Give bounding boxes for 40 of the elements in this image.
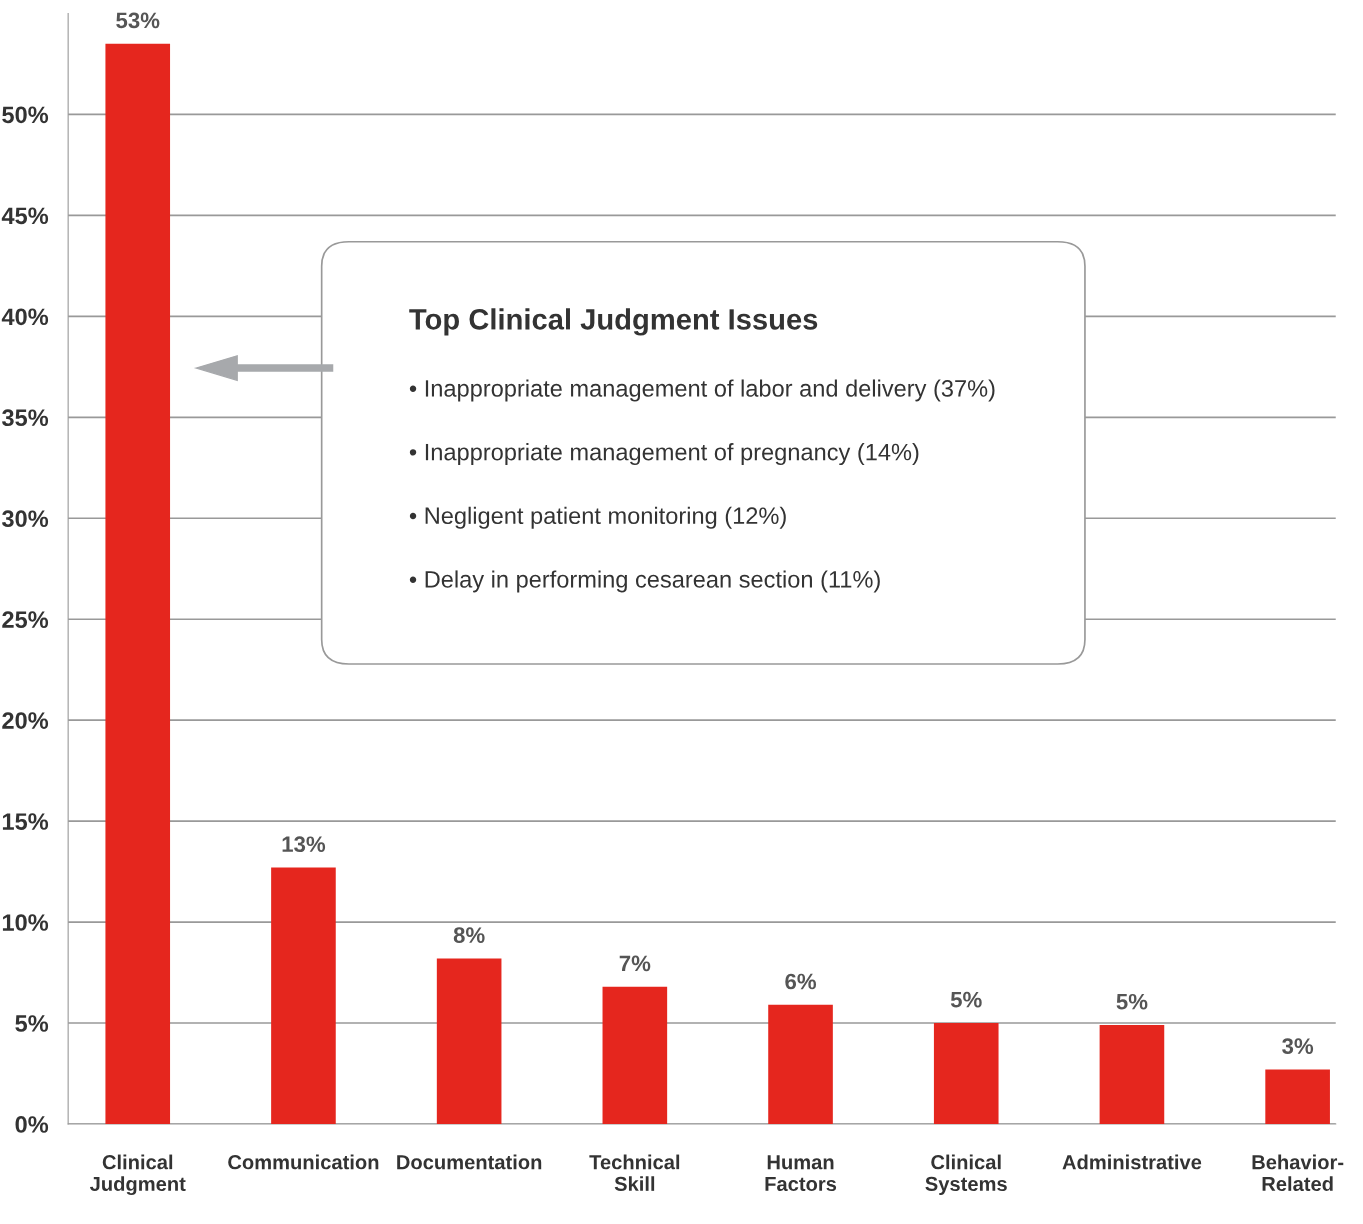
data-label: 5%: [950, 991, 982, 1008]
bar: [1265, 1069, 1330, 1124]
y-tick-label: 45%: [1, 207, 49, 225]
annotation: • Inappropriate management of labor and delivery (37%): [409, 379, 995, 402]
x-tick-label: Technical Skill: [589, 1154, 680, 1192]
y-tick-label: 20%: [2, 712, 49, 729]
annotation: Top Clinical Judgment Issues: [409, 308, 818, 336]
data-label: 8%: [453, 927, 485, 943]
bar: [105, 43, 171, 1124]
bar: [271, 867, 336, 1124]
data-label: 3%: [1282, 1038, 1314, 1055]
y-tick-label: 0%: [15, 1116, 49, 1133]
annotation: • Inappropriate management of pregnancy (14%): [409, 443, 919, 466]
y-tick-label: 15%: [2, 813, 49, 830]
x-tick-label: Communication: [228, 1154, 379, 1170]
y-tick-label: 5%: [15, 1015, 49, 1032]
x-tick-label: Documentation: [397, 1154, 542, 1170]
y-tick-label: 10%: [2, 914, 49, 931]
y-tick-label: 50%: [2, 106, 49, 124]
bar: [602, 986, 668, 1124]
data-label: 7%: [619, 955, 651, 972]
y-tick-label: 40%: [1, 308, 49, 326]
bar: [436, 958, 502, 1124]
bar: [933, 1023, 999, 1124]
x-tick-label: Clinical Systems: [925, 1154, 1007, 1196]
y-tick-label: 35%: [1, 409, 49, 427]
data-label: 53%: [116, 12, 160, 29]
bar: [768, 1004, 833, 1124]
bar: [1099, 1025, 1165, 1124]
data-label: 5%: [1116, 993, 1148, 1010]
annotation: • Delay in performing cesarean section (11%): [409, 570, 880, 593]
x-tick-label: Human Factors: [765, 1155, 837, 1192]
x-tick-label: Administrative: [1062, 1154, 1202, 1170]
x-tick-label: Clinical Judgment: [89, 1154, 186, 1196]
y-tick-label: 30%: [1, 510, 49, 528]
x-tick-label: Behavior- Related: [1252, 1154, 1344, 1192]
data-label: 13%: [282, 836, 326, 853]
annotation: • Negligent patient monitoring (12%): [409, 506, 786, 529]
data-label: 6%: [785, 973, 817, 990]
y-tick-label: 25%: [2, 611, 49, 628]
